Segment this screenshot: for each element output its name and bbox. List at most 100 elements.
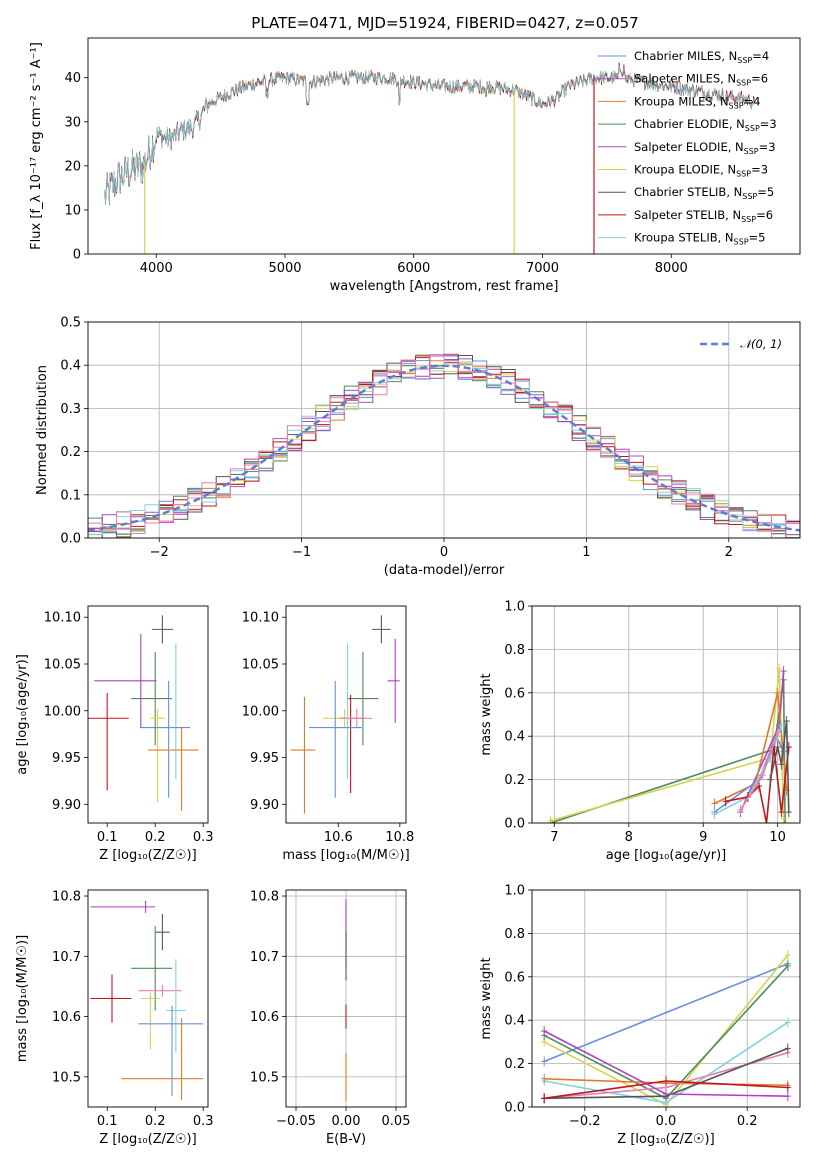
plot-area — [90, 900, 204, 1100]
legend-suffix: =3 — [759, 140, 776, 154]
gaussian-curve — [88, 364, 800, 532]
y-tick-label: 0.0 — [504, 817, 525, 832]
y-tick-label: 10.7 — [250, 950, 279, 965]
spectrum-line — [104, 62, 755, 206]
x-axis-label: E(B-V) — [326, 1132, 366, 1147]
errorbar-point — [150, 708, 165, 803]
panel-mass-vs-Z: 0.1 0.2 0.3 10.5 10.6 10.7 10.8 Z [log₁₀(Z/Z☉)]… — [15, 890, 214, 1147]
legend-entry: Chabrier MILES, NSSP=4 — [634, 49, 769, 65]
y-tick-label: 10.6 — [250, 1010, 279, 1025]
errorbar-point — [151, 615, 173, 644]
legend-sub: SSP — [741, 215, 756, 224]
y-tick-label: 0.1 — [60, 488, 81, 503]
legend-entry: Salpeter STELIB, NSSP=6 — [634, 208, 773, 224]
y-axis-label: age [log₁₀(age/yr)] — [15, 654, 30, 775]
legend-name: Chabrier ELODIE, N — [634, 117, 745, 131]
x-tick-label: 10 — [769, 830, 786, 845]
y-tick-label: 40 — [64, 71, 81, 86]
errorbar-point — [148, 726, 199, 811]
y-tick-label: 1.0 — [504, 884, 525, 899]
y-tick-label: 10.8 — [250, 890, 279, 905]
axes-frame — [285, 889, 407, 1108]
legend-name: Chabrier STELIB, N — [634, 185, 742, 199]
panel-spectrum: 4000 5000 6000 7000 8000 0 10 20 30 40 wavelength … — [29, 37, 801, 294]
panel-weight-vs-age: 7 8 9 10 0.0 0.2 0.4 0.6 0.8 1.0 age [log₁₀(age/yr… — [479, 600, 801, 863]
errorbar-point — [138, 1005, 204, 1097]
y-tick-label: 10.05 — [44, 657, 81, 672]
plot-area — [88, 615, 199, 811]
errorbar-point — [90, 900, 156, 913]
y-tick-label: 20 — [64, 159, 81, 174]
panel-weight-vs-Z: −0.2 0.0 0.2 0.0 0.2 0.4 0.6 0.8 1.0 Z [log₁₀(Z/Z… — [479, 884, 801, 1147]
legend-suffix: =6 — [751, 72, 768, 86]
axes-frame — [87, 37, 801, 255]
y-tick-label: 10.05 — [242, 657, 279, 672]
weight-line — [714, 692, 788, 805]
y-tick-label: 0.8 — [504, 643, 525, 658]
y-tick-label: 10.8 — [52, 890, 81, 905]
legend-name: Kroupa ELODIE, N — [634, 163, 736, 177]
y-tick-label: 0.8 — [504, 927, 525, 942]
y-tick-label: 0.0 — [504, 1101, 525, 1116]
axes-frame — [87, 889, 209, 1108]
legend-name: Salpeter ELODIE, N — [634, 140, 744, 154]
x-axis-label: Z [log₁₀(Z/Z☉)] — [99, 848, 196, 863]
y-tick-label: 10.10 — [44, 611, 81, 626]
legend-suffix: =6 — [756, 208, 773, 222]
x-tick-label: 0.0 — [656, 1114, 677, 1129]
legend-sub: SSP — [745, 124, 760, 133]
legend-entry: Chabrier STELIB, NSSP=5 — [634, 185, 774, 201]
legend-entry: 𝒩(0, 1) — [740, 337, 782, 351]
x-tick-label: 10.8 — [385, 830, 414, 845]
y-tick-label: 10.5 — [52, 1070, 81, 1085]
legend-name: Kroupa MILES, N — [634, 94, 729, 108]
spectrum-line — [104, 65, 755, 204]
y-tick-label: 0.2 — [504, 1057, 525, 1072]
errorbar-point — [166, 959, 186, 1053]
errorbar-point — [155, 914, 170, 951]
x-axis-label: Z [log₁₀(Z/Z☉)] — [99, 1132, 196, 1147]
x-axis-label: age [log₁₀(age/yr)] — [606, 848, 727, 863]
legend-sub: SSP — [737, 56, 752, 65]
legend-sub: SSP — [729, 101, 744, 110]
y-axis-label: Normed distribution — [35, 365, 50, 495]
panel-age-vs-Z: 0.1 0.2 0.3 9.90 9.95 10.00 10.05 10.10 Z [log₁₀… — [15, 605, 214, 863]
x-axis-label: mass [log₁₀(M/M☉)] — [282, 848, 409, 863]
y-tick-label: 1.0 — [504, 600, 525, 615]
axes-frame — [87, 321, 801, 539]
legend-sub: SSP — [734, 238, 749, 247]
legend-name: Chabrier MILES, N — [634, 49, 737, 63]
plot-area — [290, 615, 400, 814]
legend-suffix: =5 — [757, 185, 774, 199]
legend-sub: SSP — [736, 79, 751, 88]
weight-line — [543, 963, 789, 1063]
axes-frame — [531, 605, 801, 824]
x-tick-label: −2 — [150, 545, 169, 560]
panel-age-vs-mass: 10.6 10.8 9.90 9.95 10.00 10.05 10.10 mass [log… — [242, 605, 414, 863]
x-tick-label: 7 — [550, 830, 558, 845]
x-axis-label: Z [log₁₀(Z/Z☉)] — [617, 1132, 714, 1147]
x-tick-label: 0.3 — [193, 1114, 214, 1129]
weight-line — [550, 668, 785, 822]
histogram-step — [88, 355, 800, 538]
errorbar-point — [90, 974, 132, 1023]
plot-area — [88, 353, 800, 538]
x-tick-label: 4000 — [140, 261, 173, 276]
x-tick-label: 6000 — [397, 261, 430, 276]
errorbar-point — [138, 984, 182, 997]
plot-area — [541, 950, 791, 1107]
legend-suffix: =4 — [744, 94, 761, 108]
y-tick-label: 0.2 — [504, 773, 525, 788]
chart-panels: 4000 5000 6000 7000 8000010203040wavelength … — [15, 37, 801, 1147]
x-tick-label: 0.3 — [193, 830, 214, 845]
legend-suffix: =3 — [751, 163, 768, 177]
y-tick-label: 10.00 — [242, 704, 279, 719]
x-tick-label: 0 — [440, 545, 448, 560]
legend-name: Salpeter MILES, N — [634, 72, 736, 86]
x-tick-label: 0.1 — [97, 1114, 118, 1129]
errorbar-point — [387, 638, 400, 723]
x-tick-label: −0.05 — [276, 1114, 316, 1129]
errorbar-point — [347, 651, 379, 746]
